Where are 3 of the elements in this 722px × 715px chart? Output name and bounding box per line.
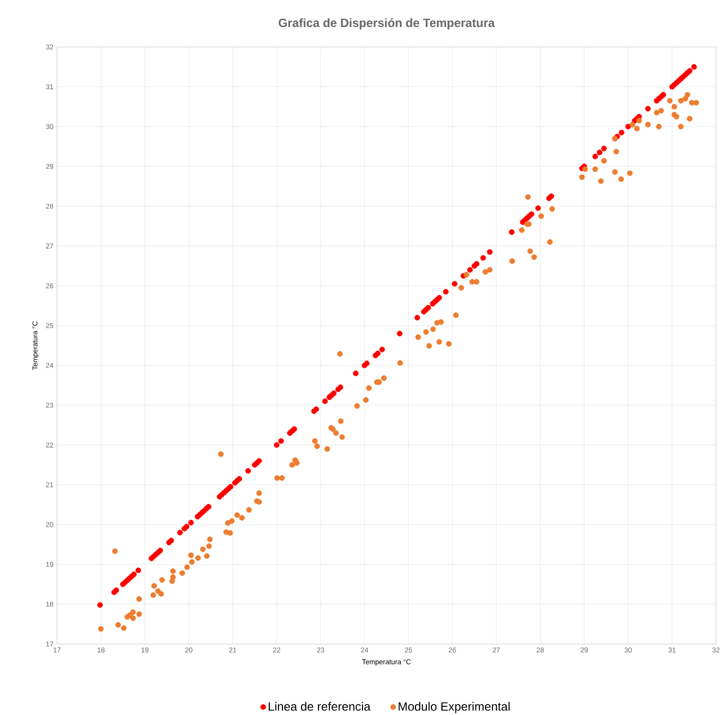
legend-label: Modulo Experimental bbox=[398, 702, 510, 714]
chart-title: Grafica de Dispersión de Temperatura bbox=[278, 18, 495, 30]
legend-label: Linea de referencia bbox=[268, 702, 370, 711]
